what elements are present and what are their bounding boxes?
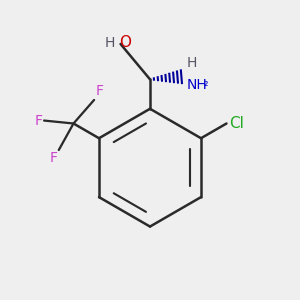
Text: NH: NH — [187, 78, 208, 92]
Text: H: H — [104, 35, 115, 50]
Text: O: O — [119, 35, 131, 50]
Text: F: F — [34, 114, 43, 128]
Text: F: F — [96, 85, 104, 98]
Text: H: H — [187, 56, 197, 70]
Text: F: F — [49, 152, 57, 166]
Text: ₂: ₂ — [204, 78, 208, 88]
Text: Cl: Cl — [230, 116, 244, 131]
